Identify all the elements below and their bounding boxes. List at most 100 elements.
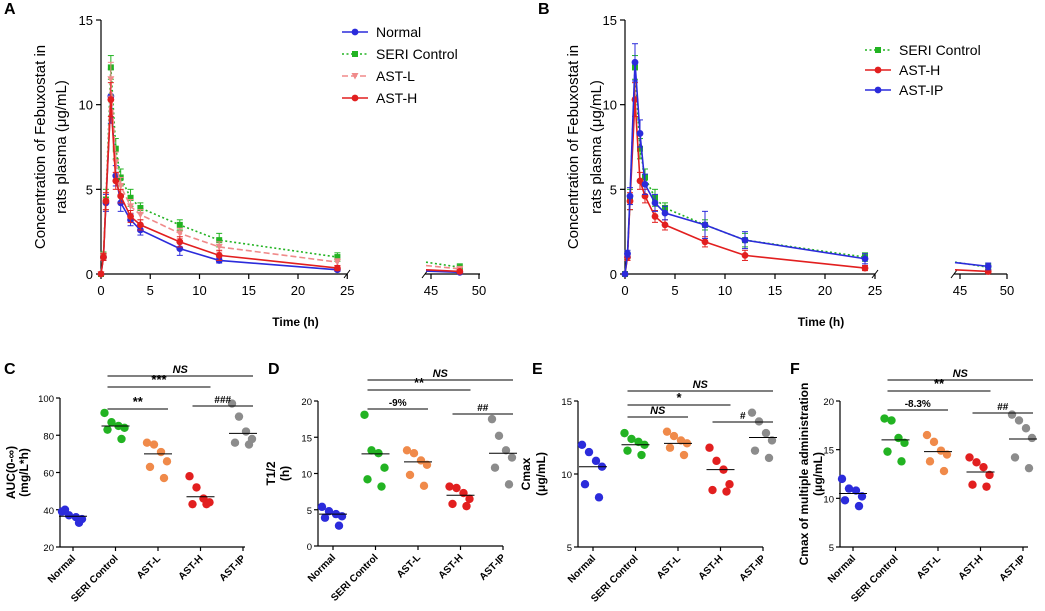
x-category-label: Normal [306, 552, 338, 584]
panel-label: F [790, 361, 800, 378]
x-tick-label: 0 [97, 283, 104, 298]
significance-annotations: # NS * NS [627, 379, 773, 423]
group-ast-l [922, 430, 952, 476]
legend-label: AST-H [376, 90, 417, 106]
group-ast-h [185, 472, 215, 509]
data-point [377, 482, 386, 491]
data-point [507, 453, 517, 462]
y-tick-label: 5 [829, 543, 834, 554]
x-category-label: Normal [826, 553, 858, 585]
data-point [127, 203, 135, 210]
panel-label: D [268, 361, 280, 378]
data-point [142, 438, 152, 447]
y-tick-label: 10 [301, 470, 312, 481]
group-seri-control [360, 410, 390, 491]
data-point [741, 251, 749, 259]
data-point [215, 251, 223, 259]
data-point [844, 484, 854, 493]
data-point [100, 408, 109, 418]
legend-marker [351, 73, 359, 80]
data-point [968, 480, 977, 489]
axes: 0 5 10 15 0 5 10 15 20 25 45 50 [603, 13, 1015, 298]
data-point [244, 440, 254, 449]
series-ast-ip [621, 43, 992, 278]
data-point [626, 192, 634, 200]
data-point [591, 456, 601, 466]
data-point [620, 428, 629, 438]
data-point [754, 417, 764, 426]
y-tick-label: 10 [79, 98, 93, 113]
significance-label: # [740, 411, 746, 422]
data-point [202, 499, 211, 509]
data-point [185, 472, 194, 481]
data-point [452, 483, 461, 493]
legend-label: SERI Control [376, 46, 458, 62]
legend-marker [351, 28, 359, 36]
series-line [100, 67, 338, 275]
significance-label: ** [133, 394, 144, 409]
data-point [929, 437, 939, 447]
data-point [137, 221, 144, 229]
data-point [416, 456, 426, 465]
data-point [333, 259, 341, 266]
data-point [725, 480, 734, 489]
series-line-segment [425, 261, 460, 269]
data-point [767, 436, 777, 445]
data-point [230, 438, 240, 447]
y-axis-label-line-2: (h) [278, 466, 292, 481]
series-line-segment [954, 268, 989, 273]
data-point [641, 180, 649, 188]
series-line-segment [425, 264, 460, 270]
significance-label: NS [650, 405, 666, 417]
group-normal [317, 502, 347, 530]
data-point [662, 427, 672, 436]
y-tick-label: 40 [43, 506, 54, 517]
group-ast-l [662, 427, 692, 460]
data-point [107, 96, 115, 103]
group-ast-h [705, 443, 735, 496]
legend-label: AST-IP [899, 82, 943, 98]
data-point [857, 492, 867, 501]
y-axis-label-line-2: (μg/mL) [811, 452, 825, 496]
data-point [409, 449, 419, 458]
data-point [136, 211, 144, 219]
x-category-label: AST-L [135, 553, 163, 581]
x-tick-label: 50 [472, 283, 486, 298]
data-point [979, 462, 988, 472]
data-point [577, 440, 587, 449]
data-point [494, 431, 504, 440]
data-point [422, 460, 432, 469]
y-tick-label: 0 [86, 267, 93, 282]
x-tick-label: 15 [768, 283, 782, 298]
y-tick-label: 5 [307, 506, 312, 517]
x-category-label: Normal [566, 553, 598, 585]
x-category-label: AST-IP [478, 552, 509, 583]
x-category-label: AST-L [655, 553, 683, 581]
axis-break-mark [950, 269, 958, 279]
panel-a: A Concentration of Febuxostat in rats plas… [4, 1, 486, 329]
data-point [456, 268, 464, 275]
y-tick-label: 10 [603, 98, 617, 113]
data-point [487, 414, 497, 424]
data-point [448, 499, 457, 509]
x-tick-label: 20 [291, 283, 305, 298]
y-tick-label: 60 [43, 469, 54, 480]
x-tick-label: 50 [1000, 283, 1014, 298]
significance-label: *** [151, 372, 167, 387]
data-point [747, 408, 757, 417]
data-point [679, 450, 689, 460]
data-point [112, 177, 120, 185]
legend-marker [352, 51, 358, 57]
data-point [936, 446, 946, 455]
y-axis-label-line-1: Concentration of Febuxostat in [565, 45, 582, 249]
data-point [1010, 453, 1020, 462]
group-normal [577, 440, 607, 502]
y-tick-label: 10 [561, 470, 572, 481]
data-point [712, 456, 721, 466]
data-point [159, 473, 169, 483]
